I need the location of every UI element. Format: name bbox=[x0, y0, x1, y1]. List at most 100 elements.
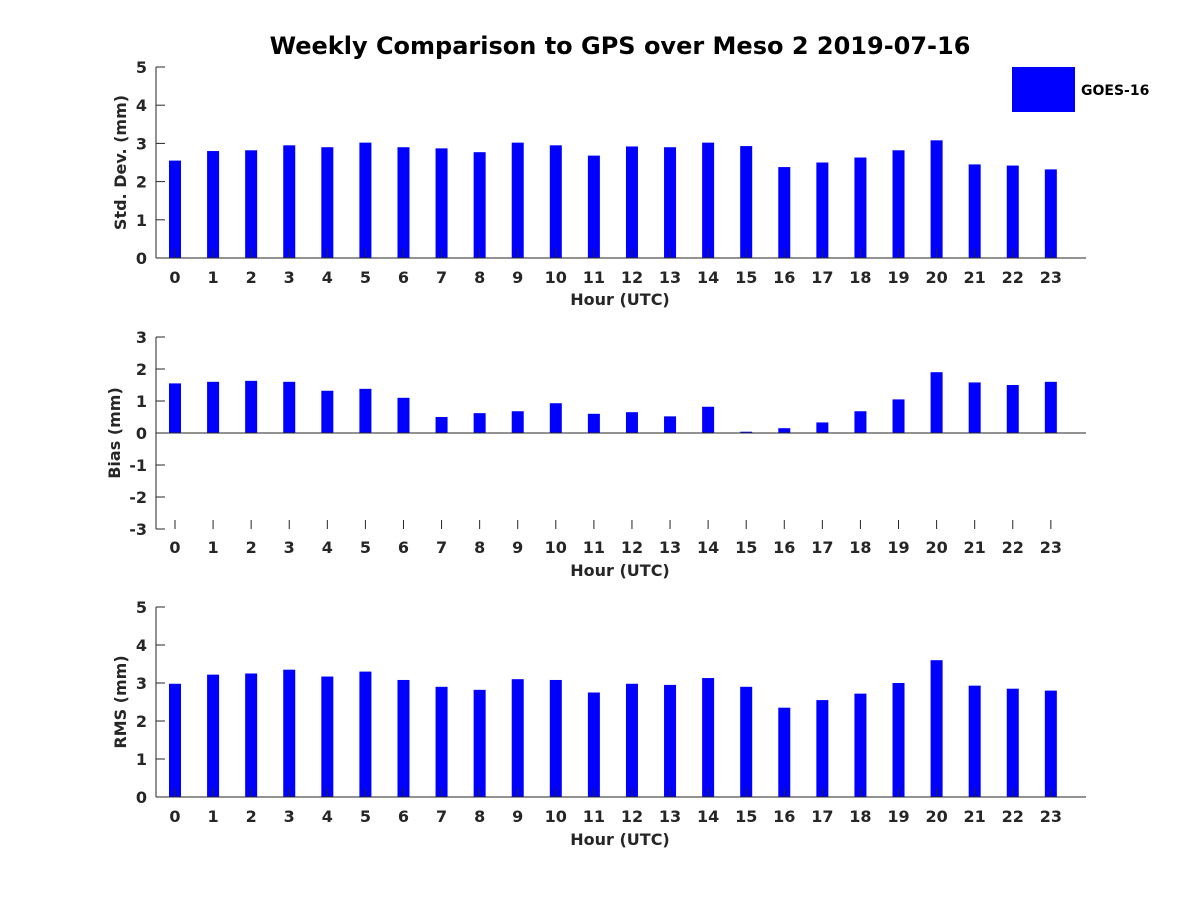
std-dev-bar-20 bbox=[930, 140, 943, 258]
std-dev-xtick-label: 18 bbox=[849, 268, 871, 287]
bias-ytick-label: 1 bbox=[136, 392, 147, 411]
rms-xtick-label: 15 bbox=[735, 807, 757, 826]
rms-ytick-label: 3 bbox=[136, 674, 147, 693]
rms-bar-5 bbox=[359, 671, 372, 797]
std-dev-xtick-label: 22 bbox=[1002, 268, 1024, 287]
std-dev-bar-19 bbox=[892, 150, 905, 258]
std-dev-bar-23 bbox=[1044, 169, 1057, 258]
bias-xtick-label: 7 bbox=[436, 538, 447, 557]
bias-bar-17 bbox=[816, 422, 829, 433]
rms-bar-2 bbox=[245, 673, 258, 797]
bias-bar-1 bbox=[207, 381, 220, 433]
rms-xtick-label: 22 bbox=[1002, 807, 1024, 826]
legend-swatch bbox=[1012, 67, 1075, 112]
rms-xtick-label: 20 bbox=[925, 807, 947, 826]
std-dev-bar-4 bbox=[321, 147, 334, 258]
rms-xtick-label: 21 bbox=[964, 807, 986, 826]
bias-bar-3 bbox=[283, 381, 296, 433]
rms-bar-19 bbox=[892, 683, 905, 797]
rms-bar-16 bbox=[778, 707, 791, 797]
std-dev-bar-2 bbox=[245, 150, 258, 258]
rms-bar-3 bbox=[283, 669, 296, 797]
std-dev-xtick-label: 12 bbox=[621, 268, 643, 287]
rms-bar-18 bbox=[854, 693, 867, 797]
bias-ytick-label: -1 bbox=[129, 456, 147, 475]
rms-bar-6 bbox=[397, 679, 410, 797]
bias-bar-11 bbox=[587, 413, 600, 433]
bias-xtick-label: 18 bbox=[849, 538, 871, 557]
rms-xtick-label: 14 bbox=[697, 807, 719, 826]
rms-xtick-label: 19 bbox=[887, 807, 909, 826]
rms-bar-4 bbox=[321, 676, 334, 797]
rms-bar-8 bbox=[473, 689, 486, 797]
rms-bar-11 bbox=[587, 692, 600, 797]
bias-xtick-label: 17 bbox=[811, 538, 833, 557]
std-dev-bar-5 bbox=[359, 142, 372, 258]
bias-xtick-label: 0 bbox=[169, 538, 180, 557]
std-dev-xtick-label: 9 bbox=[512, 268, 523, 287]
bias-ytick-label: -3 bbox=[129, 520, 147, 539]
std-dev-bar-22 bbox=[1006, 165, 1019, 258]
legend-label: GOES-16 bbox=[1081, 83, 1149, 99]
std-dev-bar-10 bbox=[549, 145, 562, 258]
rms-xtick-label: 11 bbox=[583, 807, 605, 826]
bias-bar-20 bbox=[930, 372, 943, 433]
std-dev-xtick-label: 13 bbox=[659, 268, 681, 287]
std-dev-xtick-label: 19 bbox=[887, 268, 909, 287]
std-dev-xtick-label: 8 bbox=[474, 268, 485, 287]
std-dev-xtick-label: 20 bbox=[925, 268, 947, 287]
bias-xtick-label: 22 bbox=[1002, 538, 1024, 557]
std-dev-bar-7 bbox=[435, 148, 448, 258]
bias-bar-0 bbox=[169, 383, 181, 433]
std-dev-y-label: Std. Dev. (mm) bbox=[111, 95, 130, 230]
bias-xtick-label: 8 bbox=[474, 538, 485, 557]
std-dev-xtick-label: 15 bbox=[735, 268, 757, 287]
chart-title: Weekly Comparison to GPS over Meso 2 201… bbox=[270, 32, 971, 60]
bias-bar-19 bbox=[892, 399, 905, 433]
rms-bar-10 bbox=[549, 679, 562, 797]
legend: GOES-16 bbox=[1012, 67, 1149, 112]
bias-xtick-label: 21 bbox=[964, 538, 986, 557]
bias-bar-8 bbox=[473, 413, 486, 433]
rms-xtick-label: 3 bbox=[284, 807, 295, 826]
bias-bar-4 bbox=[321, 390, 334, 433]
std-dev-xtick-label: 21 bbox=[964, 268, 986, 287]
rms-bar-9 bbox=[511, 679, 524, 797]
std-dev-xtick-label: 23 bbox=[1040, 268, 1062, 287]
bias-xtick-label: 2 bbox=[246, 538, 257, 557]
std-dev-xtick-label: 7 bbox=[436, 268, 447, 287]
std-dev-ytick-label: 5 bbox=[136, 58, 147, 77]
rms-bar-7 bbox=[435, 686, 448, 797]
rms-ytick-label: 4 bbox=[136, 636, 147, 655]
bias-xtick-label: 6 bbox=[398, 538, 409, 557]
rms-xtick-label: 17 bbox=[811, 807, 833, 826]
std-dev-bar-0 bbox=[169, 160, 181, 258]
bias-xtick-label: 4 bbox=[322, 538, 333, 557]
rms-xtick-label: 1 bbox=[208, 807, 219, 826]
rms-bar-15 bbox=[740, 686, 753, 797]
bias-bar-22 bbox=[1006, 385, 1019, 433]
std-dev-xtick-label: 17 bbox=[811, 268, 833, 287]
std-dev-bar-15 bbox=[740, 146, 753, 258]
std-dev-ytick-label: 0 bbox=[136, 249, 147, 268]
rms-xtick-label: 2 bbox=[246, 807, 257, 826]
rms-bar-20 bbox=[930, 660, 943, 797]
bias-xtick-label: 16 bbox=[773, 538, 795, 557]
std-dev-x-label: Hour (UTC) bbox=[570, 290, 670, 309]
bias-bar-6 bbox=[397, 397, 410, 433]
rms-bar-22 bbox=[1006, 688, 1019, 797]
rms-bar-21 bbox=[968, 685, 981, 797]
rms-xtick-label: 6 bbox=[398, 807, 409, 826]
std-dev-xtick-label: 14 bbox=[697, 268, 719, 287]
std-dev-xtick-label: 4 bbox=[322, 268, 333, 287]
rms-xtick-label: 13 bbox=[659, 807, 681, 826]
std-dev-bar-16 bbox=[778, 167, 791, 258]
std-dev-bar-3 bbox=[283, 145, 296, 258]
bias-ytick-label: 0 bbox=[136, 424, 147, 443]
rms-xtick-label: 7 bbox=[436, 807, 447, 826]
rms-xtick-label: 9 bbox=[512, 807, 523, 826]
bias-ytick-label: 3 bbox=[136, 328, 147, 347]
bias-bar-10 bbox=[549, 403, 562, 433]
